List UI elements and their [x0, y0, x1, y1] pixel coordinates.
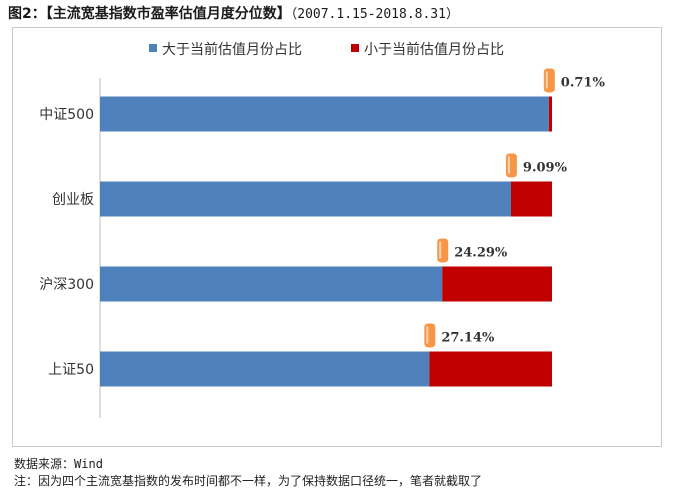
- source-value: Wind: [74, 457, 103, 471]
- orange-tag-highlight: [507, 156, 510, 174]
- markers: [424, 68, 555, 348]
- orange-tag-icon: [424, 323, 436, 348]
- category-label: 沪深300: [39, 277, 94, 293]
- category-label: 上证50: [48, 362, 94, 378]
- legend-label-below: 小于当前估值月份占比: [364, 41, 504, 58]
- legend-label-above: 大于当前估值月份占比: [162, 41, 302, 58]
- chart-canvas: 大于当前估值月份占比 小于当前估值月份占比 中证500创业板沪深300上证50 …: [39, 41, 605, 418]
- orange-tag-highlight: [426, 326, 429, 344]
- category-label: 创业板: [52, 192, 94, 208]
- bar-below: [429, 351, 552, 387]
- source-label: 数据来源：: [14, 457, 75, 471]
- legend-swatch-above: [149, 44, 157, 52]
- orange-tag-icon: [437, 238, 449, 263]
- bar-above: [100, 96, 549, 132]
- data-label: 24.29%: [454, 246, 508, 261]
- legend: 大于当前估值月份占比 小于当前估值月份占比: [149, 41, 504, 58]
- bar-below: [510, 181, 552, 217]
- bar-above: [100, 266, 443, 302]
- data-label: 27.14%: [441, 331, 495, 346]
- orange-tag-highlight: [545, 71, 548, 89]
- category-label: 中证500: [39, 107, 94, 123]
- bar-below: [548, 96, 552, 132]
- data-label: 9.09%: [523, 161, 568, 176]
- data-labels: 0.71% 9.09% 24.29% 27.14%: [441, 76, 605, 346]
- figure-title: 图2：【主流宽基指数市盈率估值月度分位数】（2007.1.15-2018.8.3…: [8, 3, 459, 23]
- footnote: 注：因为四个主流宽基指数的发布时间都不一样，为了保持数据口径统一，笔者就截取了: [14, 474, 483, 488]
- figure-date-range: （2007.1.15-2018.8.31）: [290, 7, 459, 22]
- chart-frame: 大于当前估值月份占比 小于当前估值月份占比 中证500 创业板 沪深300 上证50 …: [12, 27, 662, 447]
- orange-tag-highlight: [439, 241, 442, 259]
- legend-swatch-below: [351, 44, 359, 52]
- bar-below: [442, 266, 552, 302]
- bar-above: [100, 181, 511, 217]
- data-label: 0.71%: [561, 76, 606, 91]
- figure-title-text: 图2：【主流宽基指数市盈率估值月度分位数】: [8, 6, 291, 22]
- bars: [100, 96, 552, 387]
- orange-tag-icon: [543, 68, 555, 93]
- source-line: 数据来源：Wind: [14, 455, 103, 472]
- orange-tag-icon: [505, 153, 517, 178]
- bar-above: [100, 351, 430, 387]
